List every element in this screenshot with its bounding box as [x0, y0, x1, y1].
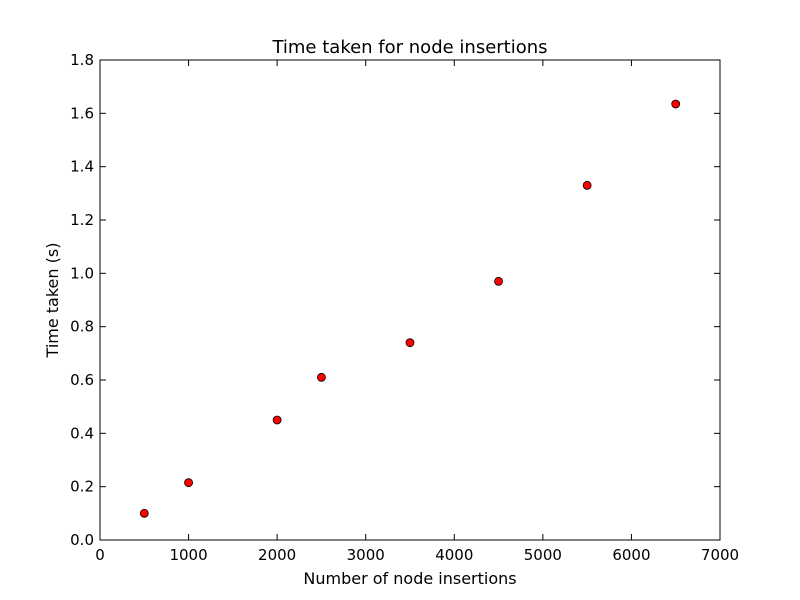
plot-frame	[99, 59, 721, 541]
data-point	[272, 415, 282, 425]
x-tick-label: 0	[95, 546, 105, 564]
axis-ticks: 0 1000 2000 3000 4000 5000 6000 7000 0.0 0.2 0.4 0.…	[70, 51, 739, 564]
data-point	[582, 180, 592, 190]
x-tick-label: 7000	[701, 546, 739, 564]
x-tick-label: 6000	[612, 546, 650, 564]
x-tick-label: 1000	[169, 546, 207, 564]
y-tick-label: 1.0	[70, 264, 94, 282]
y-tick-label: 1.2	[70, 211, 94, 229]
data-point	[405, 338, 415, 348]
y-axis-label: Time taken (s)	[43, 243, 62, 359]
y-tick-label: 0.8	[70, 318, 94, 336]
y-tick-label: 0.0	[70, 531, 94, 549]
x-tick-label: 4000	[435, 546, 473, 564]
data-point	[494, 276, 503, 286]
data-points	[139, 99, 681, 518]
y-tick-label: 0.6	[70, 371, 94, 389]
x-tick-label: 3000	[347, 546, 385, 564]
x-tick-label: 2000	[258, 546, 296, 564]
x-axis-label: Number of node insertions	[303, 569, 516, 588]
x-tick-label: 5000	[524, 546, 562, 564]
data-point	[317, 372, 326, 382]
y-tick-label: 1.8	[70, 51, 94, 69]
chart-title: Time taken for node insertions	[271, 37, 547, 58]
y-tick-label: 1.4	[70, 158, 94, 176]
data-point	[139, 508, 149, 518]
y-tick-label: 0.2	[70, 478, 94, 496]
data-point	[671, 99, 681, 109]
y-tick-label: 1.6	[70, 104, 94, 122]
data-point	[184, 478, 193, 488]
y-tick-label: 0.4	[70, 424, 94, 442]
